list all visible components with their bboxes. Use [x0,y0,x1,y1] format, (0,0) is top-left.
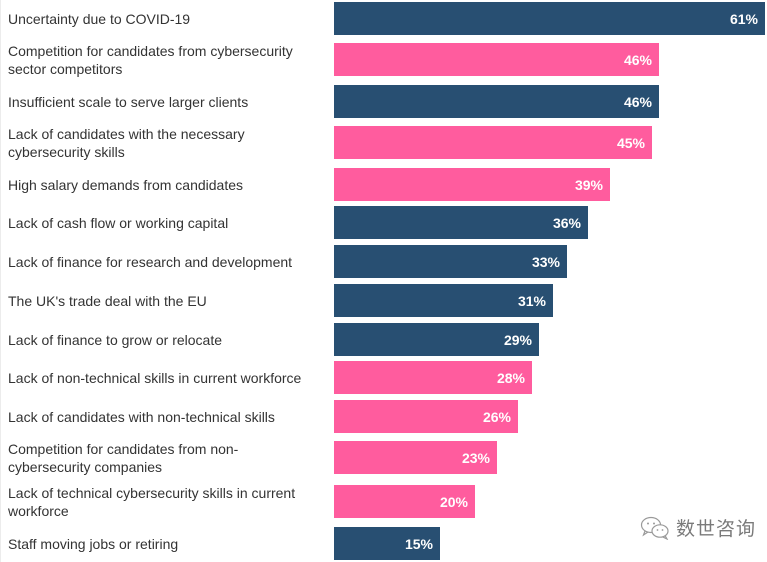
watermark-text: 数世咨询 [676,518,757,540]
bar-value-label: 46% [623,93,652,110]
category-label-line: High salary demands from candidates [8,176,244,193]
category-label: Lack of finance for research and develop… [8,245,328,278]
bar-value-label: 61% [729,10,758,27]
category-label: Lack of non-technical skills in current … [8,361,328,394]
category-label: Staff moving jobs or retiring [8,527,328,560]
bar-value-label: 31% [517,292,546,309]
category-label-line: workforce [8,502,69,519]
bar-value-label: 29% [503,331,532,348]
category-label-line: Lack of cash flow or working capital [8,214,229,231]
bar-value-label: 33% [531,253,560,270]
category-label-line: Lack of candidates with the necessary [8,125,245,142]
bar-value-label: 46% [623,51,652,68]
watermark: 数世咨询 [640,514,756,541]
category-label: Lack of technical cybersecurity skills i… [8,484,328,519]
bar: 29% [334,323,539,356]
bar-value-label: 15% [404,535,433,552]
category-label: Lack of finance to grow or relocate [8,323,328,356]
category-label-line: cybersecurity skills [8,143,125,160]
bar: 46% [334,85,659,118]
bar-value-label: 36% [552,214,581,231]
bar: 36% [334,206,588,239]
category-label-line: The UK's trade deal with the EU [8,292,207,309]
category-label-line: Insufficient scale to serve larger clien… [8,93,249,110]
category-label: The UK's trade deal with the EU [8,284,328,317]
category-label-line: Lack of finance to grow or relocate [8,331,223,348]
wechat-icon [640,516,670,540]
bar: 20% [334,485,475,518]
category-label-line: Uncertainty due to COVID-19 [8,10,191,27]
category-label-line: Lack of non-technical skills in current … [8,369,302,386]
category-label-line: Lack of candidates with non-technical sk… [8,408,275,425]
bar-value-label: 28% [496,369,525,386]
category-label-line: Staff moving jobs or retiring [8,535,179,552]
bar: 26% [334,400,518,433]
bar: 45% [334,126,652,159]
bar-value-label: 20% [439,493,468,510]
category-label-line: Lack of finance for research and develop… [8,253,293,270]
category-label: Uncertainty due to COVID-19 [8,2,328,35]
bar: 61% [334,2,765,35]
category-label: Lack of candidates with non-technical sk… [8,400,328,433]
category-label-line: Lack of technical cybersecurity skills i… [8,484,296,501]
bar-value-label: 39% [574,176,603,193]
category-label: Competition for candidates from cybersec… [8,42,328,77]
bar: 33% [334,245,567,278]
bar: 39% [334,168,610,201]
category-label: High salary demands from candidates [8,168,328,201]
category-label: Insufficient scale to serve larger clien… [8,85,328,118]
category-label: Lack of candidates with the necessary cyb… [8,125,328,160]
category-label-line: Competition for candidates from cybersec… [8,42,293,59]
category-label: Competition for candidates from non-cybe… [8,440,328,475]
bar: 31% [334,284,553,317]
category-label-line: Competition for candidates from non- [8,440,239,457]
bar: 46% [334,43,659,76]
bar-value-label: 45% [616,134,645,151]
bar: 23% [334,441,497,474]
category-label-line: cybersecurity companies [8,458,163,475]
bar: 15% [334,527,440,560]
bar-value-label: 23% [461,449,490,466]
bar-value-label: 26% [482,408,511,425]
category-label: Lack of cash flow or working capital [8,206,328,239]
left-border [0,0,1,562]
bar: 28% [334,361,532,394]
category-label-line: sector competitors [8,60,123,77]
